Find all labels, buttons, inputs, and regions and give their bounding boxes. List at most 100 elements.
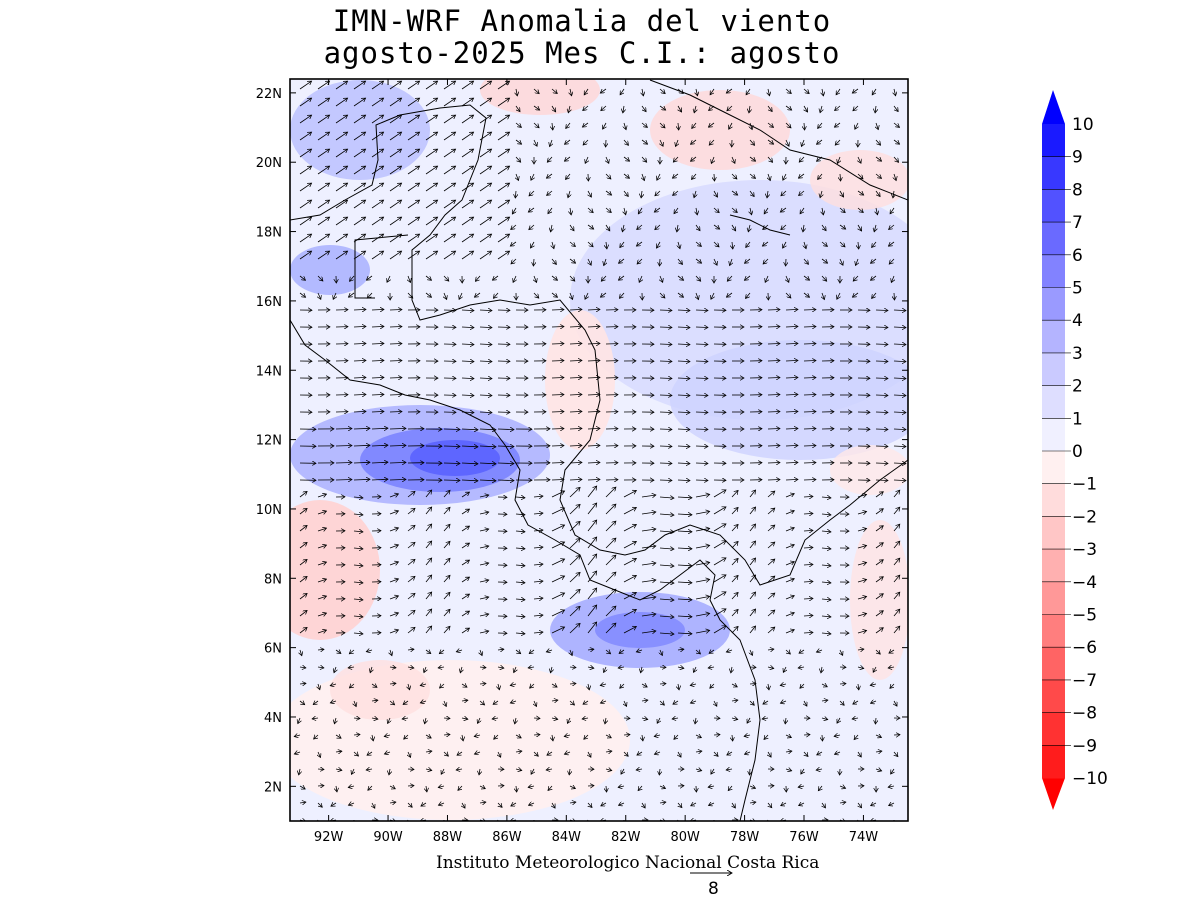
wind-vector [641,105,646,112]
wind-vector [749,541,756,549]
wind-vector [840,190,844,197]
wind-vector [564,156,571,161]
wind-vector [803,564,813,565]
wind-vector [840,258,843,265]
wind-vector [407,234,420,243]
wind-vector [461,594,470,600]
wind-vector [371,132,384,141]
wind-vector [711,292,714,299]
wind-vector [456,650,463,652]
wind-vector [713,207,719,213]
wind-vector [512,207,516,214]
wind-vector [659,310,672,311]
wind-vector [641,190,642,198]
wind-vector [696,207,697,215]
wind-vector [474,292,481,297]
wind-vector [569,360,582,361]
wind-vector [353,309,366,310]
wind-vector [479,429,496,430]
wind-vector [479,412,492,413]
wind-vector [893,378,906,379]
wind-vector [606,241,607,249]
wind-vector [749,609,756,617]
wind-vector [785,630,794,634]
wind-vector [371,234,384,243]
wind-vector [659,548,674,549]
wind-vector [713,241,719,247]
wind-vector [439,650,445,654]
wind-vector [691,156,697,161]
wind-vector [531,173,534,180]
wind-vector [420,684,427,686]
wind-vector [659,327,672,328]
wind-vector [299,251,312,260]
wind-vector [767,610,775,617]
wind-vector [570,88,572,96]
wind-vector [353,514,363,515]
wind-vector [803,395,816,396]
wind-vector [641,580,656,582]
wind-vector [533,292,539,298]
wind-vector [443,558,450,566]
wind-vector [822,207,823,215]
wind-vector [461,480,478,481]
wind-vector [695,310,708,311]
wind-vector [569,479,582,480]
wind-vector [659,361,672,362]
wind-vector [407,217,420,226]
wind-vector [492,275,499,280]
colorbar-label: 8 [1072,180,1083,200]
wind-vector [300,649,302,656]
wind-vector [493,292,499,298]
wind-vector [551,576,565,583]
wind-vector [569,572,580,583]
wind-vector [389,251,402,260]
wind-vector [299,508,307,515]
wind-vector [803,581,813,582]
wind-vector [479,395,492,396]
wind-vector [803,258,809,264]
wind-vector [619,650,625,654]
wind-vector [425,275,432,280]
wind-vector [443,446,460,447]
wind-vector [785,596,794,600]
colorbar-label: −4 [1072,573,1097,593]
wind-vector [299,81,312,90]
wind-vector [533,258,534,266]
wind-vector [821,633,831,634]
wind-vector [585,156,588,163]
wind-vector [513,275,516,282]
wind-vector [726,650,733,652]
wind-vector [587,520,597,532]
wind-vector [479,563,489,565]
wind-vector [858,224,862,231]
wind-vector [389,344,402,345]
wind-vector [677,327,690,328]
wind-vector [299,610,307,617]
wind-vector [623,156,630,161]
wind-vector [821,616,831,617]
wind-vector [638,207,642,214]
wind-vector [479,251,492,260]
wind-vector [821,599,831,600]
wind-vector [425,98,438,107]
wind-vector [516,88,517,96]
wind-vector [727,105,733,111]
wind-vector [732,241,733,249]
wind-vector [623,525,636,532]
wind-vector [461,361,474,362]
wind-vector [569,445,582,446]
wind-vector [857,512,867,515]
wind-vector [546,173,553,178]
wind-vector [601,275,607,281]
wind-vector [533,598,543,599]
wind-vector [569,377,582,378]
colorbar-label: −1 [1072,475,1097,495]
lat-tick-label: 10N [256,503,282,518]
wind-vector [515,548,525,549]
wind-vector [425,490,432,498]
wind-vector [660,139,663,146]
wind-vector [443,507,450,515]
wind-vector [335,149,348,158]
wind-vector [461,251,474,260]
